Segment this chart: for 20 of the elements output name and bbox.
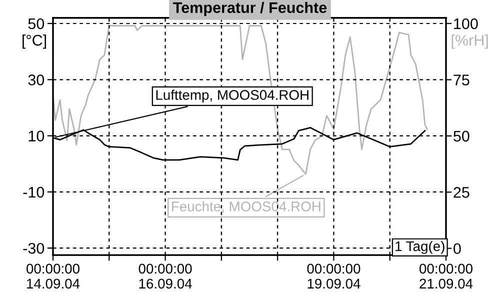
y2-tick-label: 75 xyxy=(454,74,470,86)
y-tick-label: 50 xyxy=(28,18,44,30)
y2-tick-label: 50 xyxy=(454,130,470,142)
legend-label: Feuchte, MOOS04.ROH xyxy=(172,201,320,214)
x-tick-label: 00:00:00 16.09.04 xyxy=(138,264,192,289)
y-axis-title: [°C] xyxy=(22,34,46,49)
y-tick-label: 30 xyxy=(28,74,44,86)
y2-axis-title: [%rH] xyxy=(452,34,488,49)
y-tick-label: 10 xyxy=(28,130,44,142)
y-tick-label: -10 xyxy=(23,186,44,198)
chart-title: Temperatur / Feuchte xyxy=(173,2,327,16)
y2-tick-label: 0 xyxy=(454,243,461,254)
y2-tick-label: 25 xyxy=(454,187,470,198)
annotation: 1 Tag(e) xyxy=(396,240,444,254)
x-tick-label: 00:00:00 19.09.04 xyxy=(307,264,360,289)
y2-tick-label: 100 xyxy=(454,18,478,30)
series-label: Lufttemp, MOOS04.ROH xyxy=(156,90,308,103)
x-tick-label: 00:00:00 21.09.04 xyxy=(420,264,473,289)
y-tick-label: -30 xyxy=(23,242,44,254)
x-tick-label: 00:00:00 14.09.04 xyxy=(26,264,80,289)
